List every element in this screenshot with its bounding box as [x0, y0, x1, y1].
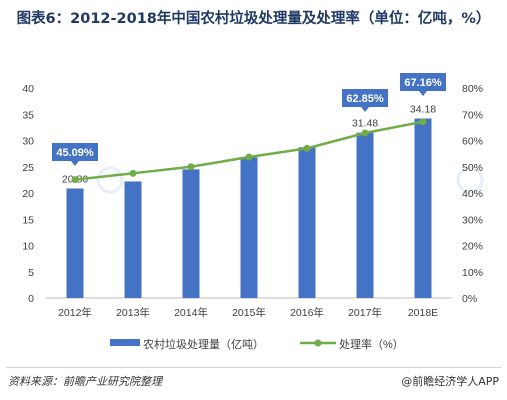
line-point	[187, 163, 195, 171]
legend-label-line: 处理率（%）	[339, 337, 404, 351]
right-tick-label: 30%	[462, 214, 483, 226]
bar	[182, 169, 200, 298]
bar-value-label: 34.18	[410, 104, 436, 116]
left-tick-label: 30	[22, 136, 34, 148]
callout-box	[52, 143, 98, 161]
bar	[66, 188, 84, 298]
line-point	[361, 129, 369, 137]
left-tick-label: 5	[28, 267, 34, 279]
legend-item-line: 处理率（%）	[300, 337, 404, 351]
right-tick-label: 60%	[462, 136, 483, 148]
bar	[124, 181, 142, 298]
x-tick-label: 2016年	[290, 306, 324, 319]
x-tick-label: 2013年	[116, 306, 150, 319]
callout-box	[342, 89, 388, 107]
x-tick-label: 2014年	[174, 306, 208, 319]
bar	[356, 132, 374, 298]
x-tick-label: 2018E	[408, 307, 438, 319]
x-tick-label: 2012年	[58, 306, 92, 319]
rate-callout: 67.16%	[400, 73, 446, 96]
footer-divider	[6, 367, 501, 368]
left-tick-label: 10	[22, 241, 34, 253]
right-tick-label: 50%	[462, 162, 483, 174]
rate-callout: 62.85%	[342, 89, 388, 112]
bar	[240, 157, 258, 298]
left-tick-label: 20	[22, 188, 34, 200]
callout-pointer	[361, 107, 369, 112]
source-note: 资料来源：前瞻产业研究院整理	[8, 375, 162, 388]
left-tick-label: 35	[22, 109, 34, 121]
right-tick-label: 10%	[462, 267, 483, 279]
callout-label: 62.85%	[346, 93, 384, 105]
line-point	[303, 144, 311, 152]
bar	[414, 118, 432, 299]
legend-label-bar: 农村垃圾处理量（亿吨）	[143, 337, 264, 351]
watermark-logo	[96, 166, 484, 194]
footer: 资料来源：前瞻产业研究院整理 @前瞻经济学人APP	[8, 373, 499, 391]
bar	[298, 147, 316, 298]
left-tick-label: 15	[22, 214, 34, 226]
right-tick-label: 70%	[462, 109, 483, 121]
left-tick-label: 0	[28, 293, 34, 305]
callout-pointer	[71, 161, 79, 166]
left-tick-label: 40	[22, 83, 34, 95]
callout-label: 67.16%	[404, 77, 442, 89]
bar-value-label: 31.48	[352, 118, 378, 130]
right-tick-label: 80%	[462, 83, 483, 95]
callout-label: 45.09%	[56, 147, 94, 159]
right-tick-label: 0%	[462, 293, 477, 305]
left-tick-label: 25	[22, 162, 34, 174]
rate-callout: 45.09%	[52, 143, 98, 166]
left-axis: 0 5 10 15 20 25 30 35 40	[22, 83, 34, 305]
legend-swatch-marker	[314, 339, 322, 347]
line-point	[71, 176, 79, 184]
right-tick-label: 40%	[462, 188, 483, 200]
line-point	[129, 169, 137, 177]
bar-series	[66, 118, 432, 299]
legend-swatch-bar	[110, 339, 140, 346]
x-axis: 2012年 2013年 2014年 2015年 2016年 2017年 2018E	[58, 306, 438, 319]
x-tick-label: 2017年	[348, 306, 382, 319]
legend-item-bar: 农村垃圾处理量（亿吨）	[110, 337, 264, 351]
line-series	[71, 118, 427, 184]
credit-note: @前瞻经济学人APP	[401, 375, 499, 388]
right-axis: 0% 10% 20% 30% 40% 50% 60% 70% 80%	[462, 83, 483, 305]
callout-box	[400, 73, 446, 91]
line-point	[419, 118, 427, 126]
chart: 0 5 10 15 20 25 30 35 40 0% 10% 20% 30% 40% 50% 60% 70%…	[22, 73, 484, 351]
callout-pointer	[419, 91, 427, 96]
line-callouts: 45.09% 62.85% 67.16%	[52, 73, 446, 166]
legend: 农村垃圾处理量（亿吨） 处理率（%）	[110, 337, 404, 351]
chart-title: 图表6：2012-2018年中国农村垃圾处理量及处理率（单位：亿吨，%）	[16, 11, 491, 27]
right-tick-label: 20%	[462, 241, 483, 253]
x-tick-label: 2015年	[232, 306, 266, 319]
line-point	[245, 153, 253, 161]
